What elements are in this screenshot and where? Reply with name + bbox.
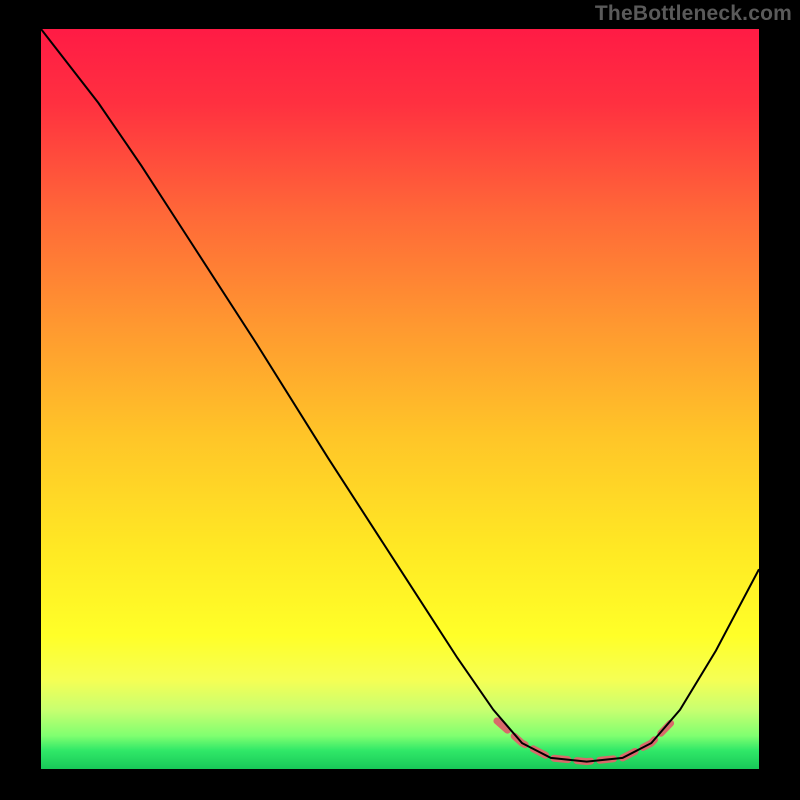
chart-curve-layer bbox=[41, 29, 759, 769]
chart-plot-area bbox=[41, 29, 759, 769]
watermark-text: TheBottleneck.com bbox=[595, 2, 792, 26]
bottleneck-curve-line bbox=[41, 29, 759, 762]
trough-highlight-line bbox=[497, 721, 673, 762]
